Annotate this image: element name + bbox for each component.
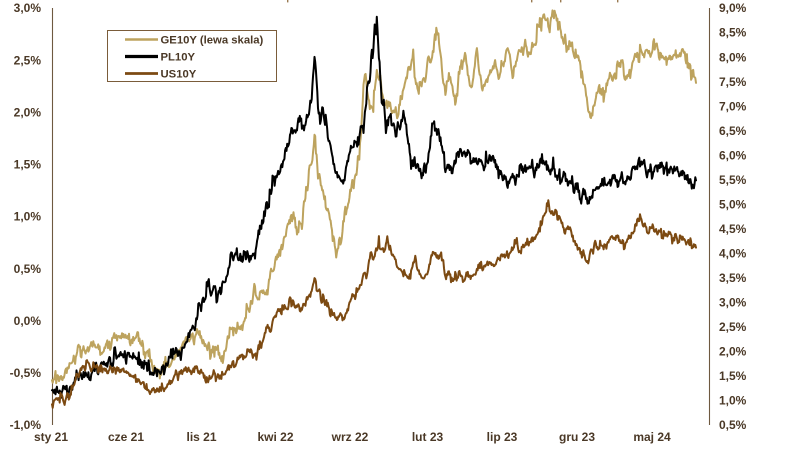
svg-text:0,5%: 0,5% [14,262,42,276]
svg-text:3,0%: 3,0% [14,1,42,15]
svg-text:2,5%: 2,5% [14,53,42,67]
svg-text:5,5%: 5,5% [719,173,747,187]
svg-text:lip 23: lip 23 [487,430,518,444]
svg-text:3,5%: 3,5% [719,271,747,285]
svg-text:6,0%: 6,0% [719,148,747,162]
svg-text:7,5%: 7,5% [719,75,747,89]
svg-text:4,0%: 4,0% [719,247,747,261]
svg-text:1,0%: 1,0% [719,394,747,408]
svg-text:3,0%: 3,0% [719,296,747,310]
svg-text:lut 23: lut 23 [412,430,444,444]
svg-text:US10Y: US10Y [161,69,197,81]
svg-text:9,0%: 9,0% [719,1,747,15]
svg-text:gru 23: gru 23 [559,430,595,444]
svg-text:-0,5%: -0,5% [10,366,42,380]
svg-text:2,0%: 2,0% [14,106,42,120]
svg-text:cze 21: cze 21 [108,430,144,444]
svg-text:lis 21: lis 21 [186,430,216,444]
svg-text:GE10Y (lewa skala): GE10Y (lewa skala) [161,35,264,47]
svg-text:8,5%: 8,5% [719,26,747,40]
svg-text:5,0%: 5,0% [719,197,747,211]
svg-text:7,0%: 7,0% [719,99,747,113]
svg-text:PL10Y: PL10Y [161,52,196,64]
svg-text:1,5%: 1,5% [14,158,42,172]
svg-text:maj 24: maj 24 [633,430,671,444]
svg-text:4,5%: 4,5% [719,222,747,236]
svg-text:-1,0%: -1,0% [10,418,42,432]
svg-text:8,0%: 8,0% [719,50,747,64]
svg-text:0,5%: 0,5% [719,418,747,432]
svg-text:1,5%: 1,5% [719,369,747,383]
svg-text:2,0%: 2,0% [719,345,747,359]
svg-text:sty 21: sty 21 [34,430,68,444]
svg-text:wrz 22: wrz 22 [331,430,369,444]
svg-text:1,0%: 1,0% [14,210,42,224]
svg-text:0,0%: 0,0% [14,314,42,328]
svg-text:2,5%: 2,5% [719,320,747,334]
svg-text:kwi 22: kwi 22 [257,430,293,444]
svg-text:6,5%: 6,5% [719,124,747,138]
